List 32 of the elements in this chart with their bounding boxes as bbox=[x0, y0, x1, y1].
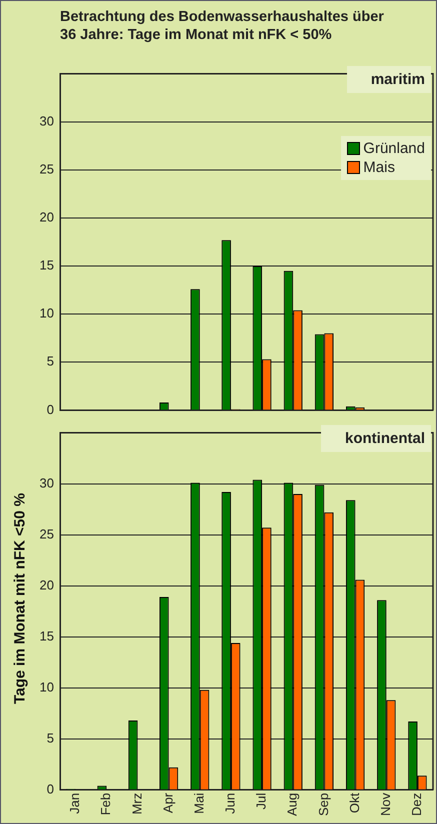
x-tick-label: Aug bbox=[284, 792, 300, 816]
x-tick-label: Jun bbox=[222, 792, 238, 814]
y-tick-label: 0 bbox=[46, 402, 54, 417]
y-tick-label: 25 bbox=[40, 161, 54, 176]
y-tick-label: 10 bbox=[40, 679, 54, 694]
x-tick-label: Apr bbox=[160, 792, 176, 814]
y-tick-label: 30 bbox=[40, 113, 54, 128]
x-tick-label: Dez bbox=[409, 792, 424, 816]
x-tick-label: Nov bbox=[378, 792, 393, 816]
x-tick-label: Feb bbox=[98, 792, 114, 816]
x-tick-label: Jan bbox=[67, 792, 82, 814]
x-tick-label: Jul bbox=[254, 792, 269, 810]
legend-label: Grünland bbox=[363, 139, 425, 158]
x-tick-label: Mrz bbox=[129, 792, 144, 815]
annotation: maritim bbox=[346, 66, 431, 93]
y-tick-label: 5 bbox=[46, 730, 54, 746]
annotation: kontinental bbox=[320, 425, 431, 452]
y-axis-title: Tage im Monat mit nFK <50 % bbox=[12, 492, 28, 706]
chart-title: Betrachtung des Bodenwasserhaushaltes über 36 Jahre: Tage im Monat mit nFK < 50% bbox=[60, 8, 385, 44]
y-tick-label: 30 bbox=[40, 475, 54, 490]
y-tick-label: 25 bbox=[40, 526, 54, 542]
y-tick-label: 20 bbox=[40, 210, 54, 225]
legend-label: Mais bbox=[363, 158, 395, 177]
x-tick-label: Sep bbox=[316, 792, 331, 816]
y-tick-label: 20 bbox=[40, 577, 54, 592]
y-tick-label: 10 bbox=[40, 306, 54, 321]
y-tick-label: 15 bbox=[40, 258, 54, 273]
x-tick-label: Mai bbox=[191, 792, 206, 814]
x-tick-label: Okt bbox=[346, 792, 362, 814]
y-tick-label: 5 bbox=[46, 354, 54, 369]
y-tick-label: 15 bbox=[40, 628, 54, 644]
y-tick-label: 0 bbox=[46, 781, 54, 796]
